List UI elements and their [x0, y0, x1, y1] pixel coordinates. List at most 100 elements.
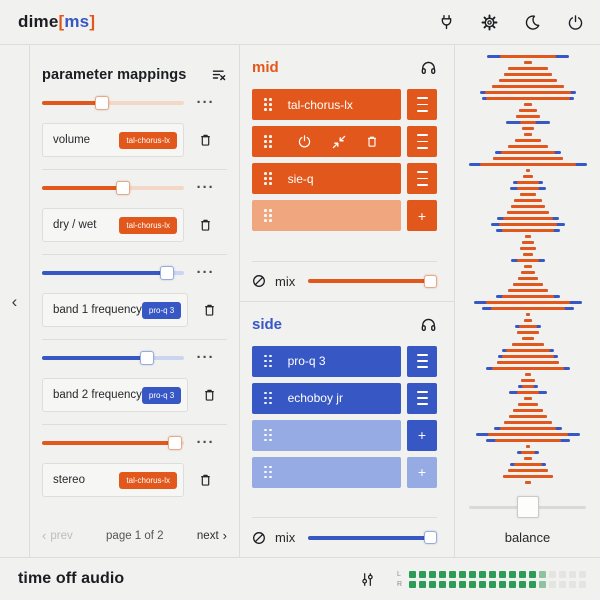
drag-handle-icon[interactable] [264, 135, 272, 148]
spectrum-bar [467, 445, 588, 448]
prev-page-button[interactable]: ‹ prev [42, 528, 73, 543]
spectrum-bar [467, 307, 588, 310]
add-plugin-button[interactable]: + [407, 419, 437, 451]
plugin-slot[interactable]: pro-q 3 [252, 345, 401, 377]
power-icon [299, 135, 311, 148]
clear-mappings-button[interactable] [211, 67, 227, 83]
mapping-slider-handle[interactable] [115, 181, 130, 195]
mapping-target[interactable]: dry / wet tal-chorus-lx [42, 208, 184, 242]
mid-chain: mid tal-chorus-lx sie-q + mix [240, 45, 454, 301]
mapping-slider-handle[interactable] [168, 436, 183, 450]
meter-segment [519, 580, 526, 588]
side-mix-handle[interactable] [424, 531, 437, 544]
meter-segment [429, 580, 436, 588]
mapping-options-button[interactable]: ··· [197, 266, 215, 280]
delete-mapping-button[interactable] [202, 302, 217, 318]
drag-handle-icon[interactable] [264, 391, 272, 405]
spectrum-bar [467, 451, 588, 454]
mapping-options-button[interactable]: ··· [197, 436, 215, 450]
mapping-slider[interactable] [42, 351, 184, 365]
slot-menu-button[interactable] [407, 89, 437, 120]
side-mix-slider[interactable] [308, 531, 437, 544]
main-area: ‹ parameter mappings ··· volume tal-chorus… [0, 45, 600, 557]
drag-handle-icon[interactable] [264, 354, 272, 368]
mapping-label: band 2 frequency [53, 389, 142, 401]
delete-mapping-button[interactable] [198, 217, 213, 233]
plugin-manager-button[interactable] [438, 14, 455, 31]
mid-headphones-button[interactable] [420, 59, 437, 76]
mapping-slider-handle[interactable] [94, 96, 109, 110]
delete-mapping-button[interactable] [202, 387, 217, 403]
spectrum-bar [467, 133, 588, 136]
mapping-target[interactable]: stereo tal-chorus-lx [42, 463, 184, 497]
side-headphones-button[interactable] [420, 316, 437, 333]
mapping-target[interactable]: band 2 frequency pro-q 3 [42, 378, 189, 412]
mid-mix-bypass-button[interactable] [252, 274, 266, 288]
spectrum-bar [467, 247, 588, 250]
spectrum-bar [467, 379, 588, 382]
slot-menu-button[interactable] [407, 126, 437, 157]
mapping-options-button[interactable]: ··· [197, 181, 215, 195]
power-button[interactable] [567, 14, 584, 31]
mid-mix-handle[interactable] [424, 274, 437, 288]
prev-label: prev [50, 529, 73, 542]
slot-trash-button[interactable] [365, 134, 379, 149]
plus-icon: + [417, 207, 427, 224]
spectrum-bar [467, 391, 588, 394]
spectrum-analyzer-panel: balance [455, 45, 600, 557]
balance-slider[interactable] [467, 495, 588, 519]
meter-segment [509, 570, 516, 578]
mapping-slider[interactable] [42, 96, 184, 110]
headphones-icon [421, 61, 436, 75]
mapping-options-button[interactable]: ··· [197, 96, 215, 110]
spectrum-bar [467, 427, 588, 430]
plugin-tag: tal-chorus-lx [119, 216, 177, 234]
mid-chain-title: mid [252, 59, 279, 76]
plugin-name: echoboy jr [287, 391, 343, 405]
collapse-mappings-strip[interactable]: ‹ [0, 45, 30, 557]
drag-handle-icon[interactable] [264, 465, 272, 479]
balance-handle[interactable] [516, 496, 539, 518]
slot-menu-button[interactable] [407, 345, 437, 377]
drag-handle-icon[interactable] [264, 172, 272, 185]
mapping-slider-handle[interactable] [140, 351, 155, 365]
drag-handle-icon[interactable] [264, 428, 272, 442]
delete-mapping-button[interactable] [198, 472, 213, 488]
mapping-slider[interactable] [42, 266, 184, 280]
empty-slot[interactable] [252, 200, 401, 231]
mapping-options-button[interactable]: ··· [197, 351, 215, 365]
dark-mode-button[interactable] [524, 14, 541, 31]
topbar-actions [438, 14, 584, 31]
empty-slot[interactable] [252, 456, 401, 488]
slot-menu-button[interactable] [407, 382, 437, 414]
slot-power-button[interactable] [297, 134, 312, 149]
mapping-slider[interactable] [42, 436, 184, 450]
mapping-label: dry / wet [53, 219, 97, 231]
side-slot-list: pro-q 3 echoboy jr + + [252, 345, 437, 494]
spectrum-bar [467, 181, 588, 184]
mapping-target[interactable]: band 1 frequency pro-q 3 [42, 293, 189, 327]
slot-collapse-button[interactable] [332, 135, 346, 149]
next-page-button[interactable]: next › [197, 528, 227, 543]
plugin-slot[interactable]: tal-chorus-lx [252, 89, 401, 120]
audio-settings-button[interactable] [360, 572, 375, 587]
mapping-target[interactable]: volume tal-chorus-lx [42, 123, 184, 157]
drag-handle-icon[interactable] [264, 209, 272, 222]
spectrum-bar [467, 229, 588, 232]
side-mix-bypass-button[interactable] [252, 531, 266, 545]
mapping-slider[interactable] [42, 181, 184, 195]
plugin-slot[interactable]: sie-q [252, 163, 401, 194]
meter-segment [569, 570, 576, 578]
settings-button[interactable] [481, 14, 498, 31]
slot-menu-button[interactable] [407, 163, 437, 194]
drag-handle-icon[interactable] [264, 98, 272, 111]
mid-mix-slider[interactable] [308, 274, 437, 288]
empty-slot[interactable] [252, 419, 401, 451]
delete-mapping-button[interactable] [198, 132, 213, 148]
plugin-slot[interactable]: echoboy jr [252, 382, 401, 414]
plugin-slot-controls[interactable] [252, 126, 401, 157]
mapping-slider-handle[interactable] [159, 266, 174, 280]
add-plugin-button[interactable]: + [407, 200, 437, 231]
add-plugin-button[interactable]: + [407, 456, 437, 488]
